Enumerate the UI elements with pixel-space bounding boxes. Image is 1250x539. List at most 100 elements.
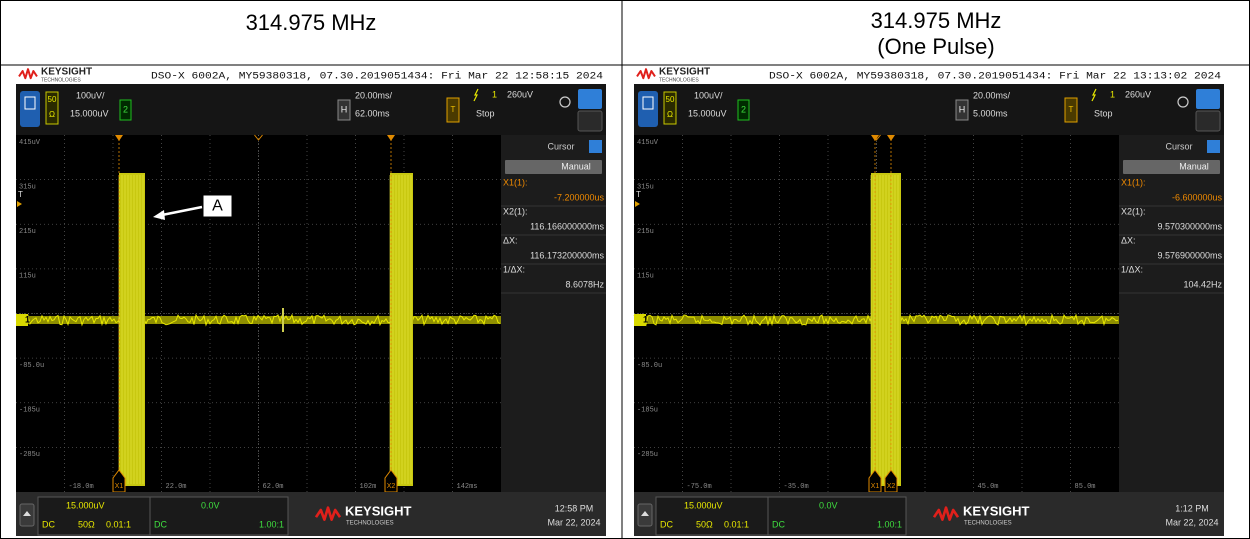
impedance-value: 50 — [48, 95, 57, 104]
y-axis-label: 115u — [637, 273, 654, 281]
channel-scale: 100uV/ — [76, 90, 105, 100]
x-axis-label: 45.0m — [978, 483, 999, 491]
clock-time: 1:12 PM — [1175, 503, 1209, 513]
y-axis-label: -85.0u — [19, 362, 44, 370]
cursor-row-label: 1/ΔX: — [1121, 264, 1143, 274]
brand-name: KEYSIGHT — [41, 67, 92, 78]
cursor-row-value: 116.173200000ms — [530, 250, 604, 260]
trigger-source: 1 — [1110, 89, 1115, 99]
header-title: 314.975 MHz — [871, 8, 1002, 33]
display-button-2 — [578, 111, 602, 131]
y-axis-label: 215u — [19, 228, 36, 236]
footer-brand: KEYSIGHT — [963, 503, 1030, 518]
channel-offset: 15.000uV — [688, 108, 727, 118]
display-button — [1196, 89, 1220, 109]
impedance-footer: 50Ω — [696, 519, 713, 529]
run-state: Stop — [1094, 108, 1113, 118]
probe-1: 0.01:1 — [106, 519, 131, 529]
x-axis-label: 85.0m — [1075, 483, 1096, 491]
page: 314.975 MHz314.975 MHz(One Pulse)KEYSIGH… — [0, 0, 1250, 539]
cursor-row-label: 1/ΔX: — [503, 264, 525, 274]
impedance-unit: Ω — [49, 110, 55, 119]
impedance-footer: 50Ω — [78, 519, 95, 529]
x-axis-label: 62.0m — [263, 483, 284, 491]
footer-brand: KEYSIGHT — [345, 503, 412, 518]
brand-sub: TECHNOLOGIES — [659, 77, 699, 83]
coupling-2: DC — [772, 519, 785, 529]
cursor-label: X2 — [387, 483, 396, 490]
y-axis-label: -185u — [637, 407, 658, 415]
annotation-label: A — [212, 198, 223, 215]
clock-date: Mar 22, 2024 — [547, 517, 600, 527]
time-delay: 62.00ms — [355, 108, 390, 118]
impedance-unit: Ω — [667, 110, 673, 119]
y-axis-label: 415uV — [19, 139, 41, 147]
side-panel — [1119, 135, 1224, 492]
pulse-burst — [119, 173, 145, 486]
panel-title: Cursor — [1165, 141, 1192, 151]
channel-marker: 1 — [643, 314, 648, 324]
trigger-source: 1 — [492, 89, 497, 99]
display-button — [578, 89, 602, 109]
panel-mode: Manual — [561, 161, 591, 171]
cursor-row-label: X2(1): — [1121, 206, 1146, 216]
cursor-row-value: 104.42Hz — [1183, 279, 1222, 289]
run-state: Stop — [476, 108, 495, 118]
cursor-row-label: ΔX: — [503, 235, 518, 245]
noise-spike — [282, 308, 284, 332]
cursor-row-value: 116.166000000ms — [530, 221, 604, 231]
impedance-value: 50 — [666, 95, 675, 104]
trigger-marker: T — [18, 190, 23, 199]
horizontal-label: H — [341, 104, 348, 114]
document-table: 314.975 MHz314.975 MHz(One Pulse)KEYSIGH… — [0, 0, 1250, 539]
probe-2: 1.00:1 — [877, 519, 902, 529]
cursor-row-label: X1(1): — [1121, 177, 1146, 187]
channel-scale: 100uV/ — [694, 90, 723, 100]
x-axis-label: -18.0m — [69, 483, 94, 491]
y-axis-label: 115u — [19, 273, 36, 281]
panel-title: Cursor — [547, 141, 574, 151]
y-axis-label: -85.0u — [637, 362, 662, 370]
probe-2: 1.00:1 — [259, 519, 284, 529]
trigger-box-label: T — [451, 105, 456, 114]
panel-icon — [589, 140, 602, 153]
cursor-row-value: 8.6078Hz — [565, 279, 604, 289]
coupling-2: DC — [154, 519, 167, 529]
cursor-row-value: 9.570300000ms — [1157, 221, 1222, 231]
side-panel — [501, 135, 606, 492]
x-axis-label: 142ms — [457, 483, 478, 491]
y-axis-label: -185u — [19, 407, 40, 415]
brand-name: KEYSIGHT — [659, 67, 710, 78]
panel-icon — [1207, 140, 1220, 153]
time-delay: 5.000ms — [973, 108, 1008, 118]
channel-marker: 1 — [25, 314, 30, 324]
instrument-info: DSO-X 6002A, MY59380318, 07.30.201905143… — [151, 71, 603, 83]
brand-sub: TECHNOLOGIES — [41, 77, 81, 83]
x-axis-label: 22.0m — [166, 483, 187, 491]
coupling-1: DC — [660, 519, 673, 529]
oscilloscope-screenshot: KEYSIGHTTECHNOLOGIESDSO-X 6002A, MY59380… — [16, 67, 606, 536]
horizontal-label: H — [959, 104, 966, 114]
ch2-offset: 0.0V — [819, 500, 838, 510]
time-scale: 20.00ms/ — [973, 90, 1011, 100]
y-axis-label: 415uV — [637, 139, 659, 147]
cursor-row-value: -7.200000us — [554, 192, 605, 202]
clock-time: 12:58 PM — [555, 503, 594, 513]
header-title: (One Pulse) — [877, 34, 994, 59]
trigger-level: 260uV — [1125, 89, 1151, 99]
cursor-label: X1 — [871, 483, 880, 490]
y-axis-label: -285u — [19, 451, 40, 459]
channel-2: 2 — [741, 104, 746, 114]
x-axis-label: -35.0m — [784, 483, 809, 491]
display-button-2 — [1196, 111, 1220, 131]
ch2-offset: 0.0V — [201, 500, 220, 510]
cursor-label: X1 — [115, 483, 124, 490]
cursor-label: X2 — [887, 483, 896, 490]
ch1-offset: 15.000uV — [684, 500, 723, 510]
probe-1: 0.01:1 — [724, 519, 749, 529]
instrument-info: DSO-X 6002A, MY59380318, 07.30.201905143… — [769, 71, 1221, 83]
cursor-row-value: -6.600000us — [1172, 192, 1223, 202]
header-title: 314.975 MHz — [246, 10, 377, 35]
panel-mode: Manual — [1179, 161, 1209, 171]
